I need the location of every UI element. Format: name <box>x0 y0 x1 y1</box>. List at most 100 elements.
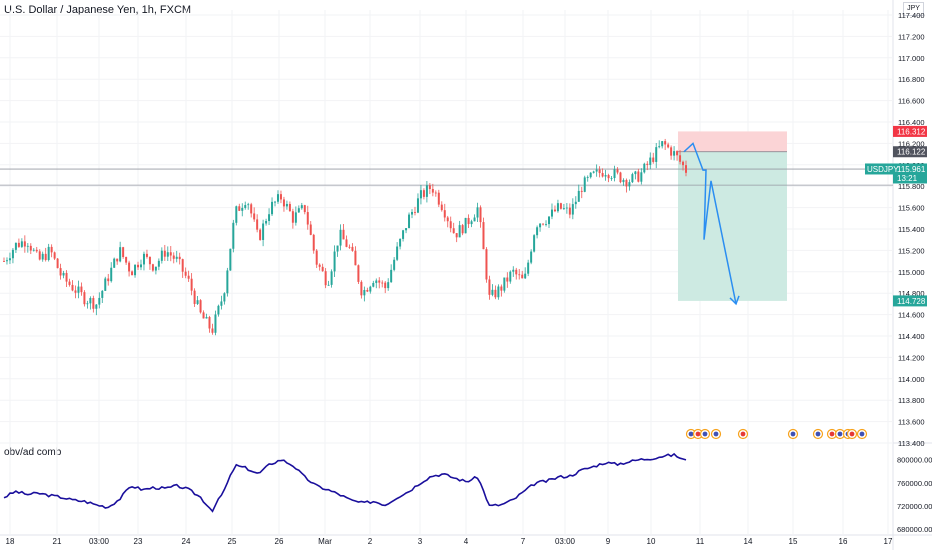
event-flag-icon <box>688 431 694 437</box>
candle-body <box>568 207 571 215</box>
candle-body <box>357 265 360 282</box>
candle-body <box>667 144 670 148</box>
horizontal-lines <box>0 168 893 186</box>
candle-body <box>354 250 357 266</box>
candle-body <box>199 300 202 313</box>
candle-body <box>113 258 116 268</box>
candle-body <box>384 282 387 289</box>
candle-body <box>321 266 324 272</box>
candle-body <box>119 247 122 262</box>
y-tick-label: 115.200 <box>898 246 925 255</box>
y-tick-label: 113.800 <box>898 396 925 405</box>
candle-body <box>226 270 229 294</box>
candle-body <box>68 281 71 285</box>
candle-body <box>670 147 673 156</box>
candle-body <box>679 155 682 162</box>
x-tick-label: 10 <box>647 537 656 546</box>
candle-body <box>294 212 297 223</box>
candle-body <box>524 273 527 279</box>
candle-body <box>515 269 518 275</box>
candle-body <box>512 269 515 272</box>
candle-body <box>256 219 259 230</box>
stop-badge <box>893 125 927 137</box>
x-tick-label: 16 <box>839 537 848 546</box>
candles <box>3 138 687 336</box>
candle-body <box>202 312 205 319</box>
indicator-tick-label: 720000.000 <box>897 502 932 511</box>
candle-body <box>586 177 589 179</box>
forecast-arrow <box>683 142 740 306</box>
candle-body <box>14 242 17 250</box>
candle-body <box>399 238 402 247</box>
y-tick-label: 114.800 <box>898 289 925 298</box>
x-tick-label: 26 <box>275 537 284 546</box>
candle-body <box>369 286 372 292</box>
candle-body <box>196 300 199 304</box>
candle-body <box>339 229 342 246</box>
x-tick-label: 2 <box>368 537 373 546</box>
x-tick-label: 11 <box>696 537 705 546</box>
candle-body <box>601 173 604 177</box>
x-tick-label: 24 <box>182 537 191 546</box>
candle-body <box>315 250 318 265</box>
chart-title: U.S. Dollar / Japanese Yen, 1h, FXCM <box>4 4 192 16</box>
candle-body <box>47 246 50 261</box>
y-tick-label: 117.000 <box>898 54 925 63</box>
x-tick-label: 3 <box>418 537 423 546</box>
candle-body <box>345 239 348 247</box>
candle-body <box>217 305 220 315</box>
candle-body <box>309 224 312 235</box>
candle-body <box>393 259 396 270</box>
event-flag-icon <box>790 431 796 437</box>
candle-body <box>53 252 56 259</box>
x-tick-label: 15 <box>789 537 798 546</box>
y-tick-label: 114.400 <box>898 332 925 341</box>
y-tick-label: 116.200 <box>898 139 925 148</box>
candle-body <box>274 201 277 203</box>
candle-body <box>649 157 652 165</box>
candle-body <box>518 274 521 276</box>
candle-body <box>247 204 250 206</box>
candle-body <box>205 317 208 319</box>
candle-body <box>419 190 422 199</box>
candle-body <box>187 275 190 279</box>
y-tick-label: 115.800 <box>898 182 925 191</box>
candle-body <box>101 290 104 298</box>
candle-body <box>166 252 169 257</box>
candle-body <box>351 246 354 251</box>
event-flag-icon <box>695 431 701 437</box>
candle-body <box>324 271 327 286</box>
candle-body <box>562 208 565 209</box>
currency-label[interactable]: JPY <box>903 2 924 16</box>
candle-body <box>95 304 98 309</box>
candle-body <box>336 245 339 252</box>
candle-body <box>107 278 110 282</box>
candle-body <box>142 253 145 265</box>
y-tick-label: 114.200 <box>898 353 925 362</box>
candle-body <box>169 252 172 256</box>
candle-body <box>172 255 175 259</box>
candle-body <box>416 198 419 213</box>
candle-body <box>181 259 184 272</box>
x-tick-label: 03:00 <box>555 537 576 546</box>
candle-body <box>297 208 300 213</box>
candle-body <box>589 172 592 178</box>
candle-body <box>184 271 187 276</box>
candle-body <box>157 260 160 267</box>
indicator-line <box>3 452 687 513</box>
candle-body <box>381 282 384 284</box>
candle-body <box>685 165 687 173</box>
entry-badge-text: 116.122 <box>897 148 926 157</box>
candle-body <box>455 233 458 238</box>
candle-body <box>122 247 125 258</box>
candle-body <box>62 272 65 276</box>
candle-body <box>244 205 247 208</box>
candle-body <box>521 274 524 279</box>
candle-body <box>282 199 285 207</box>
candle-body <box>583 177 586 192</box>
candle-body <box>11 249 14 259</box>
target-zone <box>678 151 787 301</box>
candle-body <box>59 268 62 276</box>
candle-body <box>446 217 449 222</box>
